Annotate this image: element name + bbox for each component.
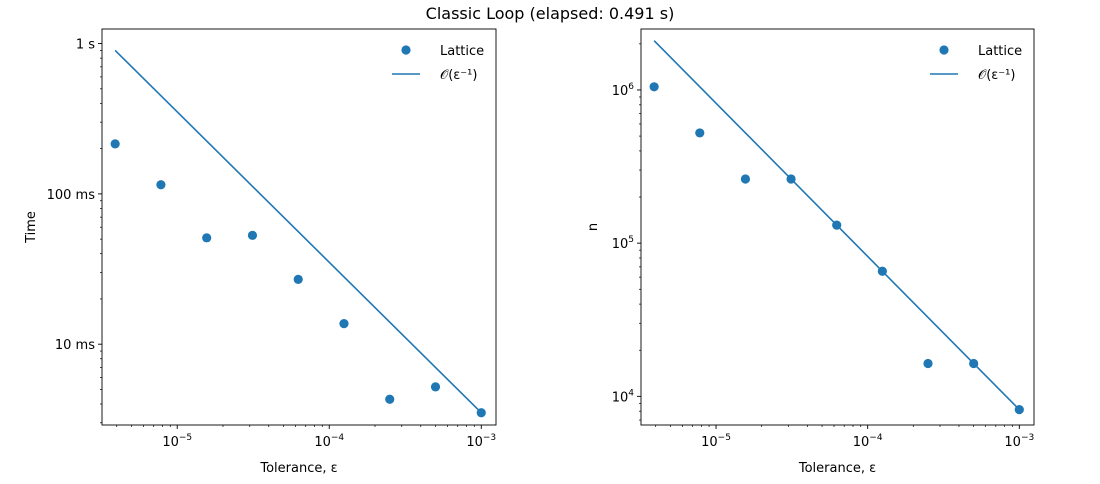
time-lattice-point — [339, 319, 349, 329]
time-legend-label-lattice: Lattice — [440, 44, 484, 59]
time-x-tick-label: 10−3 — [466, 433, 496, 450]
n-x-tick-base: 10 — [853, 435, 870, 450]
time-x-tick-base: 10 — [466, 435, 483, 450]
time-y-axis-label: Time — [24, 211, 39, 244]
time-x-axis-label: Tolerance, ε — [259, 461, 337, 476]
n-y-axis-label: n — [586, 223, 601, 231]
time-legend-marker-lattice — [401, 45, 411, 55]
n-lattice-point — [740, 174, 751, 184]
n-y-tick-label: 105 — [612, 235, 634, 252]
time-x-tick-label: 10−4 — [314, 433, 344, 450]
time-y-tick-label: 100 ms — [47, 188, 96, 203]
n-x-tick-base: 10 — [1004, 435, 1021, 450]
time-lattice-point — [247, 230, 258, 240]
n-lattice-point — [649, 82, 659, 92]
n-reference-line — [653, 40, 1020, 411]
n-lattice-point — [923, 358, 933, 369]
time-x-tick-base: 10 — [314, 435, 331, 450]
n-x-tick-label: 10−4 — [853, 433, 883, 450]
n-legend-label-reference: 𝒪(ε⁻¹) — [978, 68, 1015, 83]
time-x-tick-base: 10 — [162, 435, 179, 450]
n-y-tick-label: 104 — [612, 388, 635, 405]
n-x-tick-label: 10−3 — [1004, 433, 1034, 450]
n-lattice-point — [695, 128, 705, 138]
n-x-tick-exponent: −5 — [718, 433, 731, 443]
time-lattice-point — [293, 274, 303, 284]
time-x-tick-exponent: −5 — [179, 433, 192, 443]
n-x-tick-base: 10 — [701, 435, 718, 450]
n-legend-marker-lattice — [939, 45, 949, 55]
time-lattice-point — [202, 233, 212, 243]
time-y-tick-label: 1 s — [76, 38, 95, 53]
n-x-tick-label: 10−5 — [701, 433, 731, 450]
n-axes-frame — [640, 28, 1035, 426]
n-y-tick-exponent: 6 — [628, 82, 634, 92]
n-x-tick-exponent: −3 — [1021, 433, 1034, 443]
time-axes-frame — [101, 28, 497, 426]
time-legend-label-reference: 𝒪(ε⁻¹) — [440, 68, 477, 83]
time-lattice-point — [385, 394, 395, 404]
n-y-tick-base: 10 — [612, 390, 629, 405]
time-x-tick-exponent: −4 — [331, 433, 345, 443]
n-y-tick-base: 10 — [612, 84, 629, 99]
n-x-tick-exponent: −4 — [869, 433, 883, 443]
n-x-axis-label: Tolerance, ε — [798, 461, 876, 476]
time-x-tick-label: 10−5 — [162, 433, 192, 450]
time-y-tick-label: 10 ms — [55, 338, 95, 353]
time-reference-line — [114, 49, 482, 414]
time-lattice-point — [156, 180, 166, 190]
time-x-tick-exponent: −3 — [483, 433, 496, 443]
time-lattice-point — [430, 382, 441, 392]
figure-title: Classic Loop (elapsed: 0.491 s) — [426, 4, 675, 23]
time-lattice-point — [110, 139, 120, 149]
n-legend-label-lattice: Lattice — [978, 44, 1022, 59]
n-y-tick-exponent: 5 — [628, 235, 634, 245]
n-y-tick-base: 10 — [612, 237, 629, 252]
n-y-tick-label: 106 — [612, 82, 635, 99]
n-y-tick-exponent: 4 — [628, 388, 634, 398]
